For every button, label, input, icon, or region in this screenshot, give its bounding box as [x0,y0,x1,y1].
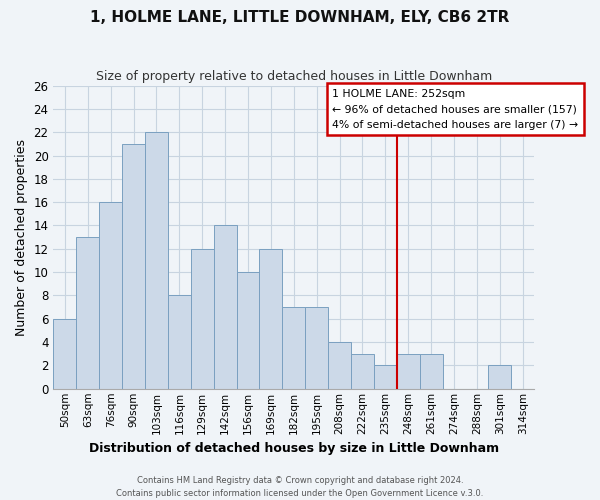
Bar [420,354,443,389]
Bar [236,272,259,389]
Text: 1 HOLME LANE: 252sqm
← 96% of detached houses are smaller (157)
4% of semi-detac: 1 HOLME LANE: 252sqm ← 96% of detached h… [332,88,578,130]
X-axis label: Distribution of detached houses by size in Little Downham: Distribution of detached houses by size … [89,442,499,455]
Title: Size of property relative to detached houses in Little Downham: Size of property relative to detached ho… [95,70,492,83]
Bar [191,249,214,389]
Bar [397,354,420,389]
Bar [305,307,328,389]
Bar [122,144,145,389]
Bar [145,132,168,389]
Y-axis label: Number of detached properties: Number of detached properties [15,138,28,336]
Text: Contains HM Land Registry data © Crown copyright and database right 2024.
Contai: Contains HM Land Registry data © Crown c… [116,476,484,498]
Text: 1, HOLME LANE, LITTLE DOWNHAM, ELY, CB6 2TR: 1, HOLME LANE, LITTLE DOWNHAM, ELY, CB6 … [91,10,509,25]
Bar [53,319,76,389]
Bar [76,237,99,389]
Bar [99,202,122,389]
Bar [374,366,397,389]
Bar [351,354,374,389]
Bar [259,249,283,389]
Bar [328,342,351,389]
Bar [283,307,305,389]
Bar [488,366,511,389]
Bar [168,296,191,389]
Bar [214,226,236,389]
